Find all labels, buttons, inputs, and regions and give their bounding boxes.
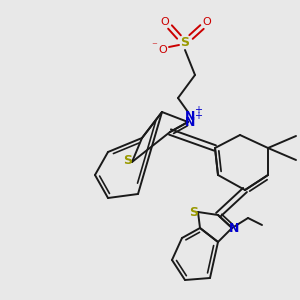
Text: O: O: [202, 17, 211, 27]
Text: ⁻: ⁻: [151, 41, 157, 51]
Text: S: S: [190, 206, 199, 218]
Text: +: +: [194, 111, 202, 121]
Text: +: +: [194, 105, 202, 115]
Text: O: O: [160, 17, 169, 27]
Text: N: N: [229, 221, 239, 235]
Text: S: S: [124, 154, 133, 166]
Text: N: N: [185, 110, 195, 122]
Text: O: O: [159, 45, 167, 55]
Text: N: N: [185, 116, 195, 128]
Text: S: S: [181, 35, 190, 49]
